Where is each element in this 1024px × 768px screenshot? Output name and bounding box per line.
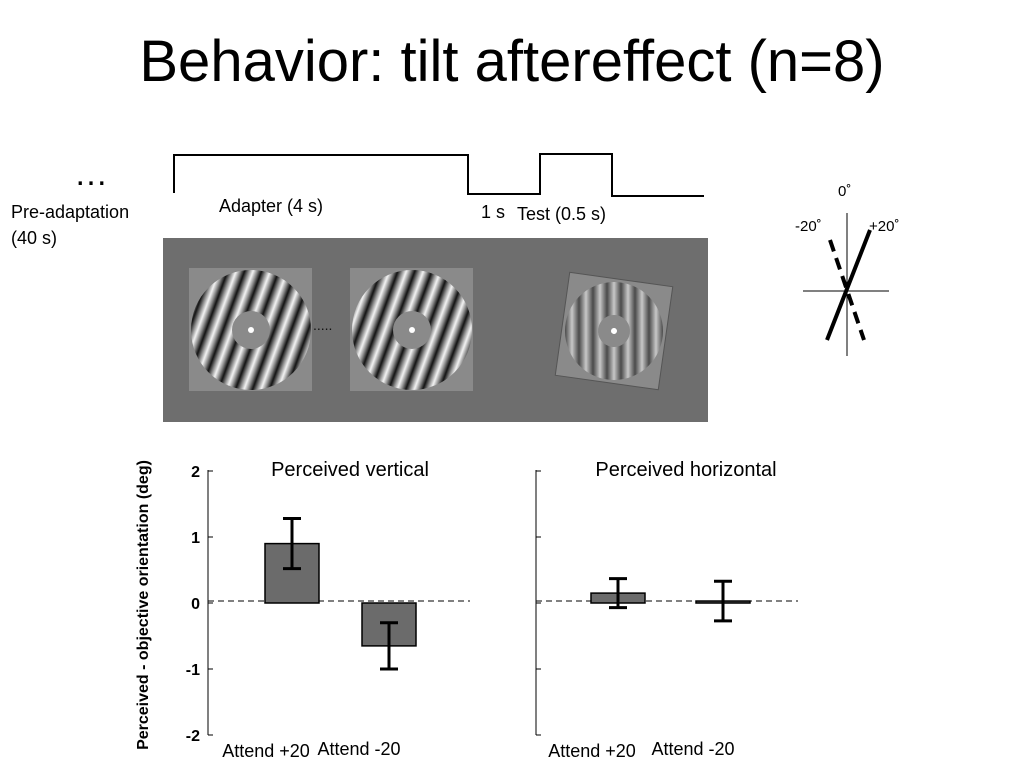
category-label: Attend +20 — [222, 741, 310, 761]
timeline-trace — [173, 153, 704, 197]
continuation-dots: ..... — [313, 317, 332, 333]
pre-adaptation-duration: (40 s) — [11, 228, 58, 248]
adapter-label: Adapter (4 s) — [219, 196, 324, 216]
category-label: Attend -20 — [317, 739, 400, 759]
chart-title: Perceived horizontal — [595, 459, 776, 481]
y-tick-label: -2 — [186, 728, 200, 745]
stimulus-panel: ..... — [163, 238, 708, 422]
y-tick-label: 0 — [191, 596, 200, 613]
chart-perceived-vertical: Perceived vertical Perceived - objective… — [135, 459, 470, 761]
y-tick-label: -1 — [186, 662, 200, 679]
orientation-minus20-label: -20˚ — [795, 218, 822, 235]
gap-label: 1 s — [481, 202, 506, 222]
chart-perceived-horizontal: Perceived horizontal Attend +20 Attend -2… — [535, 459, 798, 761]
y-axis-label: Perceived - objective orientation (deg) — [135, 460, 152, 750]
orientation-zero-label: 0˚ — [838, 183, 851, 200]
adapter-stimulus-1 — [189, 268, 312, 391]
ellipsis-mark: … — [74, 155, 108, 193]
orientation-key: 0˚ -20˚ +20˚ — [795, 183, 899, 356]
chart-title: Perceived vertical — [271, 459, 429, 481]
slide-title: Behavior: tilt aftereffect (n=8) — [139, 29, 885, 94]
pre-adaptation-label: Pre-adaptation — [11, 202, 130, 222]
y-tick-label: 2 — [191, 464, 200, 481]
plus20-orientation-line — [825, 229, 872, 341]
test-stimulus — [554, 271, 674, 391]
y-tick-label: 1 — [191, 530, 200, 547]
category-label: Attend -20 — [651, 739, 734, 759]
adapter-stimulus-2 — [350, 268, 473, 391]
stimulus-graphics: ..... — [189, 268, 674, 391]
category-label: Attend +20 — [548, 741, 636, 761]
orientation-plus20-label: +20˚ — [869, 218, 899, 235]
test-label: Test (0.5 s) — [517, 204, 607, 224]
